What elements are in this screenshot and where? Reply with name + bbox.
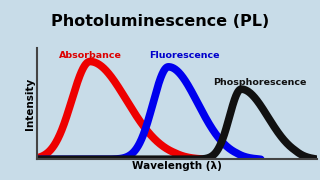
Text: Fluorescence: Fluorescence [149, 51, 219, 60]
Y-axis label: Intensity: Intensity [25, 77, 36, 130]
X-axis label: Wavelength (λ): Wavelength (λ) [132, 161, 222, 171]
Text: Phosphorescence: Phosphorescence [213, 78, 307, 87]
Text: Photoluminescence (PL): Photoluminescence (PL) [51, 15, 269, 30]
Text: Absorbance: Absorbance [59, 51, 122, 60]
